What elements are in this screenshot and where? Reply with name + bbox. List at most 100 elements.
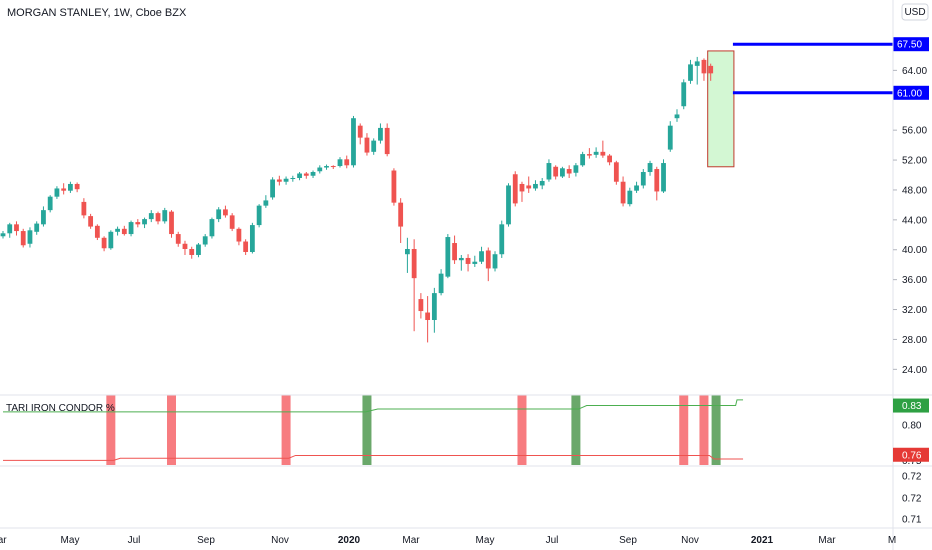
- candle-body: [479, 251, 484, 262]
- candle-body: [418, 299, 424, 312]
- time-tick-label: May: [61, 535, 80, 546]
- time-tick-label: Sep: [619, 535, 637, 546]
- candle-body: [627, 190, 633, 205]
- candle-body: [229, 215, 235, 229]
- candle-body: [546, 163, 552, 180]
- candle-body: [209, 219, 215, 237]
- candle-body: [121, 228, 127, 235]
- candle-body: [317, 167, 323, 172]
- candle-body: [533, 183, 538, 189]
- candle-body: [620, 181, 626, 204]
- candle-body: [27, 230, 33, 244]
- candle-body: [378, 127, 383, 141]
- time-tick-label: Nov: [271, 535, 289, 546]
- lower-tick-label: 0.72: [902, 472, 922, 483]
- price-tick-label: 56.00: [902, 126, 927, 137]
- signal-bar: [679, 395, 689, 465]
- candle-body: [0, 233, 6, 237]
- candle-body: [613, 162, 619, 182]
- candle-body: [438, 273, 444, 294]
- candle-body: [41, 210, 46, 225]
- candle-body: [452, 243, 457, 261]
- upper-value-tag: [893, 398, 929, 413]
- candle-body: [20, 231, 26, 246]
- candle-body: [640, 172, 646, 186]
- candle-body: [142, 219, 147, 225]
- candle-body: [256, 205, 262, 226]
- indicator-tick-label: 0.80: [902, 421, 922, 432]
- candle-body: [708, 65, 714, 74]
- candle-body: [458, 257, 464, 261]
- candle-body: [61, 188, 67, 191]
- currency-button[interactable]: [901, 3, 929, 21]
- candle-body: [303, 173, 309, 176]
- candle-body: [607, 155, 612, 163]
- time-tick-label: Mar: [0, 535, 7, 546]
- signal-bar: [362, 395, 372, 465]
- lower-value-label: 0.76: [902, 450, 922, 461]
- candle-body: [7, 224, 13, 234]
- signal-bar: [281, 395, 291, 465]
- candle-body: [600, 151, 606, 156]
- candle-body: [405, 248, 410, 255]
- candle-body: [694, 61, 700, 66]
- candle-body: [371, 140, 377, 152]
- price-tick-label: 32.00: [902, 305, 927, 316]
- candle-body: [654, 169, 660, 192]
- candle-body: [34, 223, 40, 232]
- candle-body: [425, 312, 431, 321]
- candle-body: [249, 225, 255, 252]
- candle-body: [667, 125, 673, 150]
- time-tick-label: Nov: [681, 535, 699, 546]
- candle-body: [661, 163, 666, 192]
- candle-body: [108, 231, 114, 249]
- candle-body: [431, 293, 437, 321]
- candle-body: [472, 261, 478, 264]
- candle-body: [560, 168, 565, 177]
- candle-body: [236, 228, 242, 242]
- price-tick-label: 28.00: [902, 335, 927, 346]
- candle-body: [566, 169, 572, 174]
- time-tick-label: Mar: [818, 535, 836, 546]
- candle-body: [101, 237, 107, 249]
- signal-bar: [699, 395, 709, 465]
- level-tag-label: 61.00: [897, 88, 922, 99]
- indicator-title: TARI IRON CONDOR %: [6, 403, 115, 414]
- lower-value-tag: [893, 447, 929, 462]
- price-tick-label: 48.00: [902, 185, 927, 196]
- candle-body: [357, 125, 363, 138]
- signal-bar: [711, 395, 721, 465]
- upper-value-label: 0.83: [902, 401, 922, 412]
- candle-body: [647, 163, 653, 173]
- candle-body: [189, 248, 195, 255]
- candle-body: [74, 183, 80, 190]
- level-tag: [893, 37, 929, 52]
- price-tick-label: 52.00: [902, 156, 927, 167]
- candle-body: [202, 236, 208, 245]
- candles-group: [0, 56, 714, 343]
- candle-body: [344, 159, 350, 166]
- candle-body: [155, 213, 161, 222]
- candle-body: [674, 114, 680, 119]
- candle-body: [94, 225, 100, 238]
- candle-body: [14, 224, 19, 232]
- candle-body: [175, 234, 181, 244]
- candle-body: [330, 166, 336, 168]
- indicator-pane[interactable]: [3, 395, 744, 465]
- candle-body: [499, 224, 505, 255]
- candle-body: [351, 118, 356, 166]
- candle-body: [68, 183, 73, 191]
- signal-bar: [517, 395, 527, 465]
- candle-body: [290, 177, 296, 179]
- time-tick-label: 2020: [338, 535, 361, 546]
- candle-body: [169, 211, 174, 235]
- time-tick-label: 2021: [751, 535, 774, 546]
- candle-body: [196, 244, 201, 255]
- candle-body: [162, 210, 168, 222]
- candle-body: [182, 243, 188, 249]
- candle-body: [573, 165, 579, 173]
- time-tick-label: Jul: [546, 535, 559, 546]
- time-tick-label: Jul: [128, 535, 141, 546]
- candle-body: [445, 237, 451, 277]
